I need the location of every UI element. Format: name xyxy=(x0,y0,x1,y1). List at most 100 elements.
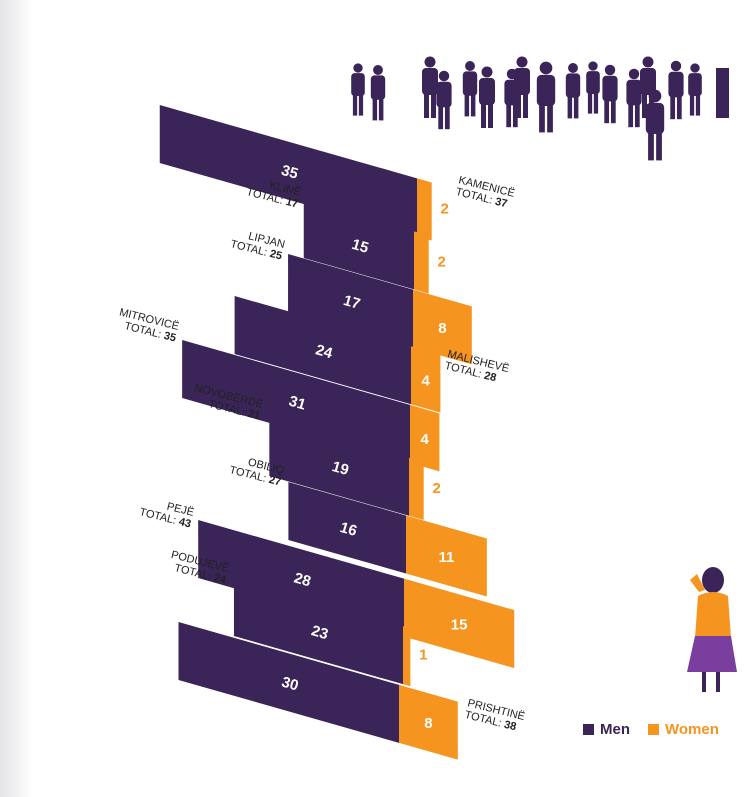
person-leg xyxy=(506,104,512,128)
person-head xyxy=(373,65,383,75)
person-leg xyxy=(378,98,384,121)
total-value: 43 xyxy=(177,516,192,531)
bar-men xyxy=(198,520,404,637)
person-body xyxy=(586,71,600,95)
total-value: 28 xyxy=(483,370,498,385)
person-silhouette xyxy=(645,89,665,161)
person-silhouette xyxy=(536,61,556,133)
total-value: 21 xyxy=(246,408,261,423)
person-body xyxy=(436,81,452,108)
bar-women xyxy=(411,346,441,413)
legend-label-women: Women xyxy=(665,721,719,738)
person-silhouette xyxy=(351,63,365,116)
person-head xyxy=(539,61,553,75)
legend: Men Women xyxy=(583,721,719,738)
data-label-women: 4 xyxy=(422,372,431,389)
data-label-men: 30 xyxy=(280,674,301,695)
person-leg xyxy=(424,94,429,118)
person-body xyxy=(688,73,702,97)
bar-women xyxy=(414,231,429,294)
person-leg xyxy=(628,104,634,128)
legend-swatch-men xyxy=(583,724,594,735)
person-body xyxy=(422,68,438,95)
person-leg xyxy=(656,132,662,161)
person-silhouette xyxy=(626,68,642,128)
person-silhouette xyxy=(370,65,386,121)
person-body xyxy=(370,75,386,100)
person-leg xyxy=(431,94,436,118)
total-value: 38 xyxy=(503,719,518,734)
bar-men xyxy=(233,578,403,685)
data-label-women: 15 xyxy=(451,616,468,633)
person-leg xyxy=(593,93,599,114)
data-label-men: 17 xyxy=(341,292,362,313)
data-label-men: 24 xyxy=(314,341,335,362)
person-body xyxy=(514,68,530,95)
person-leg xyxy=(689,95,695,116)
person-leg xyxy=(676,96,682,120)
bar-men xyxy=(178,622,399,743)
bar-women xyxy=(406,515,487,597)
person-head xyxy=(516,56,528,68)
woman-illustration xyxy=(687,567,737,692)
person-leg xyxy=(516,94,521,118)
person-head xyxy=(670,60,682,72)
bar-men xyxy=(234,296,411,405)
crowd-illustration xyxy=(351,56,729,161)
person-silhouette xyxy=(436,70,452,130)
bar-women xyxy=(403,626,411,687)
legend-item-women: Women xyxy=(648,721,719,738)
person-leg xyxy=(512,104,518,128)
bar-women xyxy=(409,457,424,520)
person-leg xyxy=(695,95,701,116)
data-label-women: 1 xyxy=(419,646,427,663)
person-silhouette xyxy=(688,63,702,116)
person-head xyxy=(648,89,662,103)
data-label-women: 4 xyxy=(421,431,430,448)
person-body xyxy=(565,73,581,98)
person-head xyxy=(642,56,654,68)
total-value: 17 xyxy=(284,196,299,211)
bar-women xyxy=(417,178,432,241)
data-label-women: 2 xyxy=(438,254,446,271)
total-value: 37 xyxy=(494,196,509,211)
person-head xyxy=(438,70,450,82)
bar-men xyxy=(288,254,413,348)
person-leg xyxy=(444,106,450,130)
person-leg xyxy=(573,96,579,119)
data-label-men: 31 xyxy=(287,393,308,414)
person-leg xyxy=(604,100,610,124)
bar-women xyxy=(413,289,472,365)
person-silhouette xyxy=(422,56,438,118)
bar-women xyxy=(410,404,440,472)
person-head xyxy=(690,63,700,73)
bar-men xyxy=(182,340,410,463)
woman-leg xyxy=(716,672,720,692)
person-leg xyxy=(587,93,593,114)
person-silhouette xyxy=(602,64,618,124)
person-head xyxy=(424,56,436,68)
data-label-women: 2 xyxy=(433,480,441,497)
woman-arm xyxy=(690,574,705,592)
bar-men xyxy=(159,105,417,237)
person-head xyxy=(628,68,640,80)
person-leg xyxy=(539,104,545,133)
legend-swatch-women xyxy=(648,724,659,735)
person-silhouette xyxy=(586,61,600,114)
legend-item-men: Men xyxy=(583,721,630,738)
data-label-women: 2 xyxy=(441,201,449,218)
person-leg xyxy=(648,132,654,161)
data-label-men: 23 xyxy=(309,622,330,643)
person-silhouette xyxy=(668,60,684,120)
person-head xyxy=(353,63,363,73)
data-label-men: 15 xyxy=(350,236,371,257)
woman-skirt xyxy=(687,636,737,672)
bar-women xyxy=(404,578,515,669)
person-body xyxy=(626,79,642,106)
person-leg xyxy=(523,94,528,118)
legend-label-men: Men xyxy=(600,721,630,738)
woman-leg xyxy=(702,672,706,692)
